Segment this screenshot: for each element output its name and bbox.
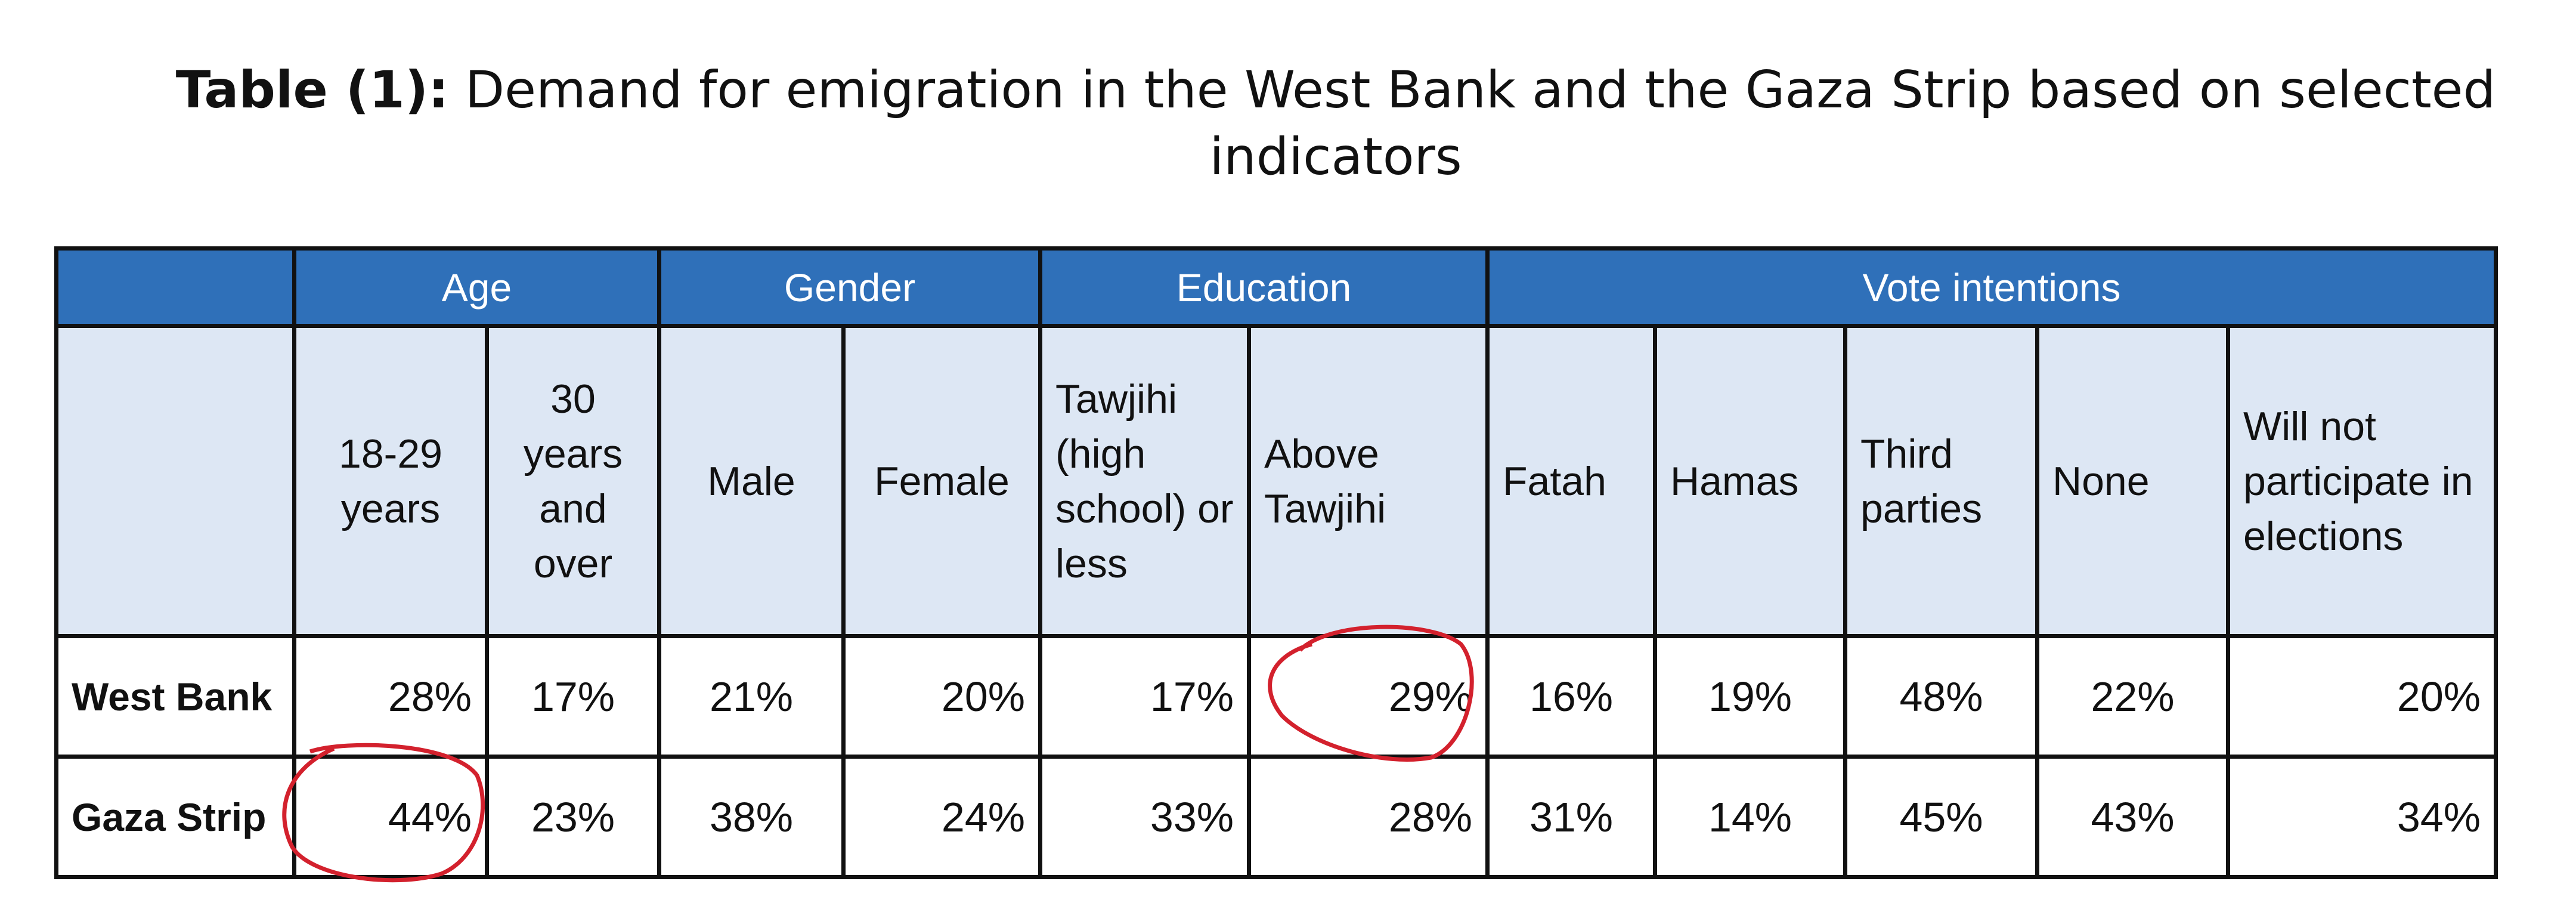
- cell-value: 16%: [1485, 634, 1657, 759]
- column-header: Third parties: [1843, 324, 2039, 638]
- cell-value: 20%: [2226, 634, 2498, 759]
- column-header: 18-29 years: [292, 324, 489, 638]
- column-header-row: 18-29 years 30 years and over Male Female Ta…: [54, 324, 2498, 638]
- column-header: Above Tawjihi: [1247, 324, 1490, 638]
- table: Age Gender Education Vote intentions 18-29 y…: [54, 246, 2498, 879]
- data-row: West Bank 28% 17% 21% 20% 17% 29% 16% 19% 48% 22% 2…: [54, 634, 2498, 759]
- title-text: Demand for emigration in the West Bank a…: [465, 60, 2496, 187]
- column-header: 30 years and over: [485, 324, 661, 638]
- cell-value: 20%: [841, 634, 1042, 759]
- column-header: Hamas: [1653, 324, 1847, 638]
- cell-value: 21%: [657, 634, 846, 759]
- column-header: Fatah: [1485, 324, 1657, 638]
- group-header: Age: [292, 246, 661, 328]
- cell-value: 22%: [2035, 634, 2230, 759]
- cell-value: 43%: [2035, 755, 2230, 879]
- cell-value: 34%: [2226, 755, 2498, 879]
- data-row: Gaza Strip 44% 23% 38% 24% 33% 28% 31% 14% 45% 43%…: [54, 755, 2498, 879]
- corner-cell: [54, 324, 296, 638]
- group-header-row: Age Gender Education Vote intentions: [54, 246, 2498, 328]
- cell-value: 31%: [1485, 755, 1657, 879]
- cell-value: 28%: [1247, 755, 1490, 879]
- title: Table (1): Demand for emigration in the …: [143, 57, 2528, 190]
- cell-value: 45%: [1843, 755, 2039, 879]
- cell-value: 19%: [1653, 634, 1847, 759]
- column-header: Tawjihi (high school) or less: [1038, 324, 1251, 638]
- table-body: Age Gender Education Vote intentions 18-29 y…: [54, 246, 2498, 879]
- group-header: Education: [1038, 246, 1490, 328]
- column-header: Female: [841, 324, 1042, 638]
- cell-value: 33%: [1038, 755, 1251, 879]
- group-header: Gender: [657, 246, 1042, 328]
- group-header: Vote intentions: [1485, 246, 2498, 328]
- cell-value: 14%: [1653, 755, 1847, 879]
- row-label: Gaza Strip: [54, 755, 296, 879]
- cell-value: 48%: [1843, 634, 2039, 759]
- cell-value: 17%: [485, 634, 661, 759]
- cell-value: 44%: [292, 755, 489, 879]
- cell-value: 28%: [292, 634, 489, 759]
- column-header: Male: [657, 324, 846, 638]
- cell-value: 17%: [1038, 634, 1251, 759]
- cell-value: 29%: [1247, 634, 1490, 759]
- column-header: Will not participate in elections: [2226, 324, 2498, 638]
- column-header: None: [2035, 324, 2230, 638]
- title-label: Table (1):: [175, 60, 449, 120]
- row-label: West Bank: [54, 634, 296, 759]
- cell-value: 23%: [485, 755, 661, 879]
- cell-value: 24%: [841, 755, 1042, 879]
- cell-value: 38%: [657, 755, 846, 879]
- corner-cell: [54, 246, 296, 328]
